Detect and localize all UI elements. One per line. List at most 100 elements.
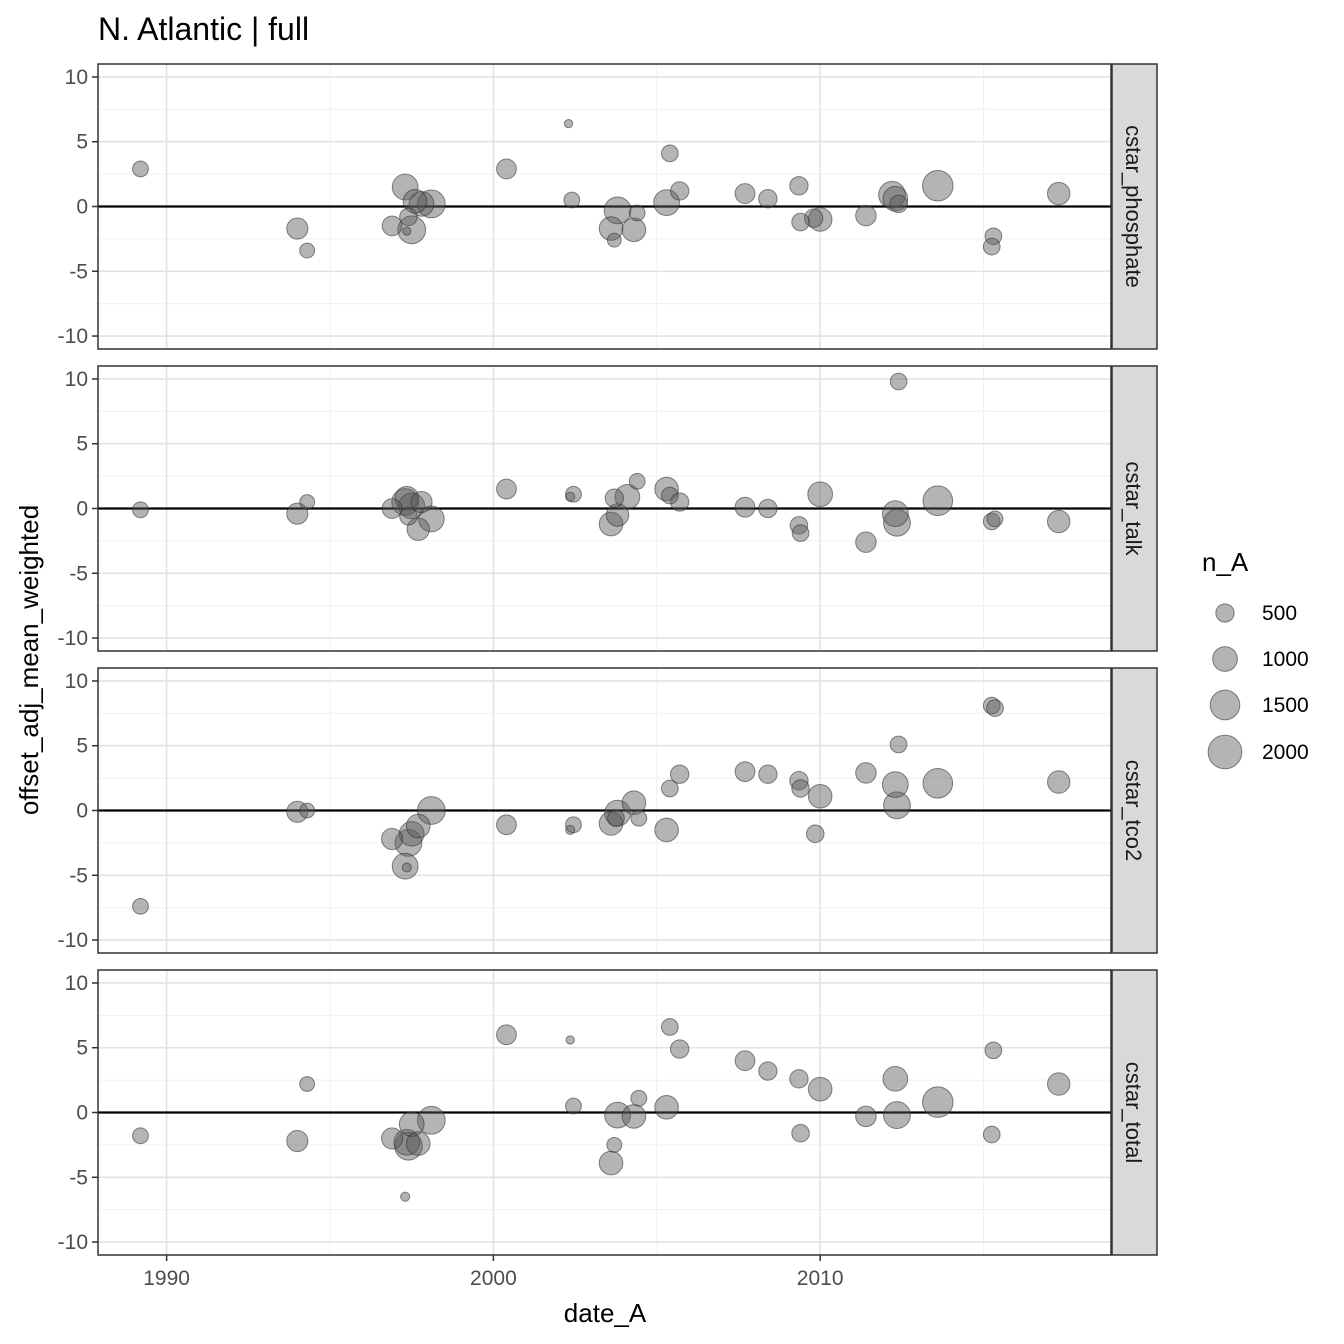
data-point bbox=[922, 767, 954, 799]
data-point bbox=[855, 204, 877, 227]
y-tick-label: 5 bbox=[76, 1037, 88, 1060]
data-point bbox=[628, 204, 646, 222]
data-point bbox=[402, 226, 412, 236]
y-tick-label: -5 bbox=[69, 562, 88, 585]
data-point bbox=[758, 189, 778, 209]
y-tick-label: 10 bbox=[65, 972, 88, 995]
data-point bbox=[416, 189, 446, 219]
data-point bbox=[669, 1039, 690, 1059]
data-point bbox=[986, 510, 1004, 528]
data-point bbox=[132, 160, 149, 178]
data-point bbox=[660, 144, 679, 163]
data-point bbox=[669, 181, 690, 201]
data-point bbox=[882, 185, 909, 212]
data-point bbox=[789, 771, 809, 791]
data-point bbox=[791, 212, 810, 232]
data-point bbox=[789, 176, 809, 196]
y-tick-label: -10 bbox=[58, 929, 88, 952]
data-point bbox=[604, 1101, 631, 1129]
data-point bbox=[791, 779, 810, 798]
data-point bbox=[299, 802, 316, 819]
data-point bbox=[398, 1111, 425, 1138]
y-tick-label: 0 bbox=[76, 196, 88, 219]
data-point bbox=[496, 158, 517, 180]
data-point bbox=[878, 180, 906, 209]
data-point bbox=[883, 508, 911, 537]
data-point bbox=[381, 215, 403, 237]
data-point bbox=[881, 500, 909, 528]
data-point bbox=[807, 1076, 833, 1102]
data-point bbox=[881, 771, 909, 798]
facet-strip-label: cstar_talk bbox=[1121, 461, 1146, 556]
data-point bbox=[381, 498, 403, 519]
data-point bbox=[604, 488, 624, 508]
data-point bbox=[381, 827, 404, 851]
data-point bbox=[598, 1150, 624, 1176]
data-point bbox=[605, 503, 630, 527]
data-point bbox=[563, 191, 581, 209]
y-tick-label: 10 bbox=[65, 66, 88, 89]
data-point bbox=[132, 1127, 149, 1145]
legend-label: 2000 bbox=[1262, 741, 1309, 764]
facet-strip-label: cstar_phosphate bbox=[1121, 125, 1146, 288]
data-point bbox=[982, 696, 1001, 715]
y-axis-title: offset_adj_mean_weighted bbox=[14, 505, 44, 815]
data-point bbox=[606, 232, 622, 248]
data-point bbox=[982, 1125, 1001, 1144]
data-point bbox=[654, 817, 679, 843]
data-point bbox=[734, 761, 756, 783]
data-point bbox=[391, 173, 419, 201]
panel-cstar_phosphate: -10 -5 0 5 10 cstar_phosphate bbox=[58, 63, 1158, 350]
data-point bbox=[807, 783, 833, 809]
data-point bbox=[399, 207, 418, 227]
data-point bbox=[397, 215, 427, 245]
data-point bbox=[734, 496, 756, 518]
legend: n_A 500 1000 1500 2000 bbox=[1202, 547, 1309, 770]
data-point bbox=[628, 472, 646, 490]
legend-title: n_A bbox=[1202, 547, 1249, 577]
y-tick-label: 0 bbox=[76, 498, 88, 521]
data-point bbox=[565, 816, 582, 834]
data-point bbox=[660, 1018, 679, 1036]
data-point bbox=[982, 237, 1001, 256]
data-point bbox=[565, 1097, 582, 1115]
y-tick-label: -10 bbox=[58, 627, 88, 650]
data-point bbox=[855, 1105, 877, 1128]
data-point bbox=[621, 1104, 647, 1129]
data-point bbox=[986, 699, 1004, 718]
data-point bbox=[660, 779, 679, 798]
data-point bbox=[286, 217, 309, 240]
y-tick-label: 0 bbox=[76, 800, 88, 823]
panel-cstar_talk: -10 -5 0 5 10 cstar_talk bbox=[58, 365, 1158, 652]
legend-label: 500 bbox=[1262, 602, 1297, 625]
x-tick-label: 2000 bbox=[470, 1267, 517, 1290]
data-point bbox=[565, 485, 582, 503]
data-point bbox=[669, 492, 690, 512]
data-point bbox=[565, 491, 576, 502]
data-point bbox=[621, 790, 647, 816]
legend-key bbox=[1215, 603, 1235, 623]
y-tick-label: 10 bbox=[65, 670, 88, 693]
data-point bbox=[855, 762, 877, 784]
legend-label: 1500 bbox=[1262, 694, 1309, 717]
data-point bbox=[405, 813, 431, 839]
data-point bbox=[1047, 181, 1071, 206]
data-point bbox=[286, 800, 309, 823]
data-point bbox=[399, 506, 418, 526]
data-point bbox=[734, 1050, 756, 1072]
facet-strip bbox=[1111, 667, 1158, 954]
data-point bbox=[855, 531, 877, 553]
data-point bbox=[882, 1065, 909, 1092]
data-point bbox=[410, 490, 433, 514]
data-point bbox=[889, 372, 908, 391]
y-tick-label: -5 bbox=[69, 864, 88, 887]
data-point bbox=[654, 476, 679, 502]
legend-key bbox=[1207, 734, 1243, 770]
data-point bbox=[734, 183, 756, 204]
y-tick-label: -10 bbox=[58, 1231, 88, 1254]
x-axis-title: date_A bbox=[564, 1298, 647, 1328]
facet-strip bbox=[1111, 969, 1158, 1256]
y-tick-label: 5 bbox=[76, 735, 88, 758]
data-point bbox=[607, 809, 625, 828]
